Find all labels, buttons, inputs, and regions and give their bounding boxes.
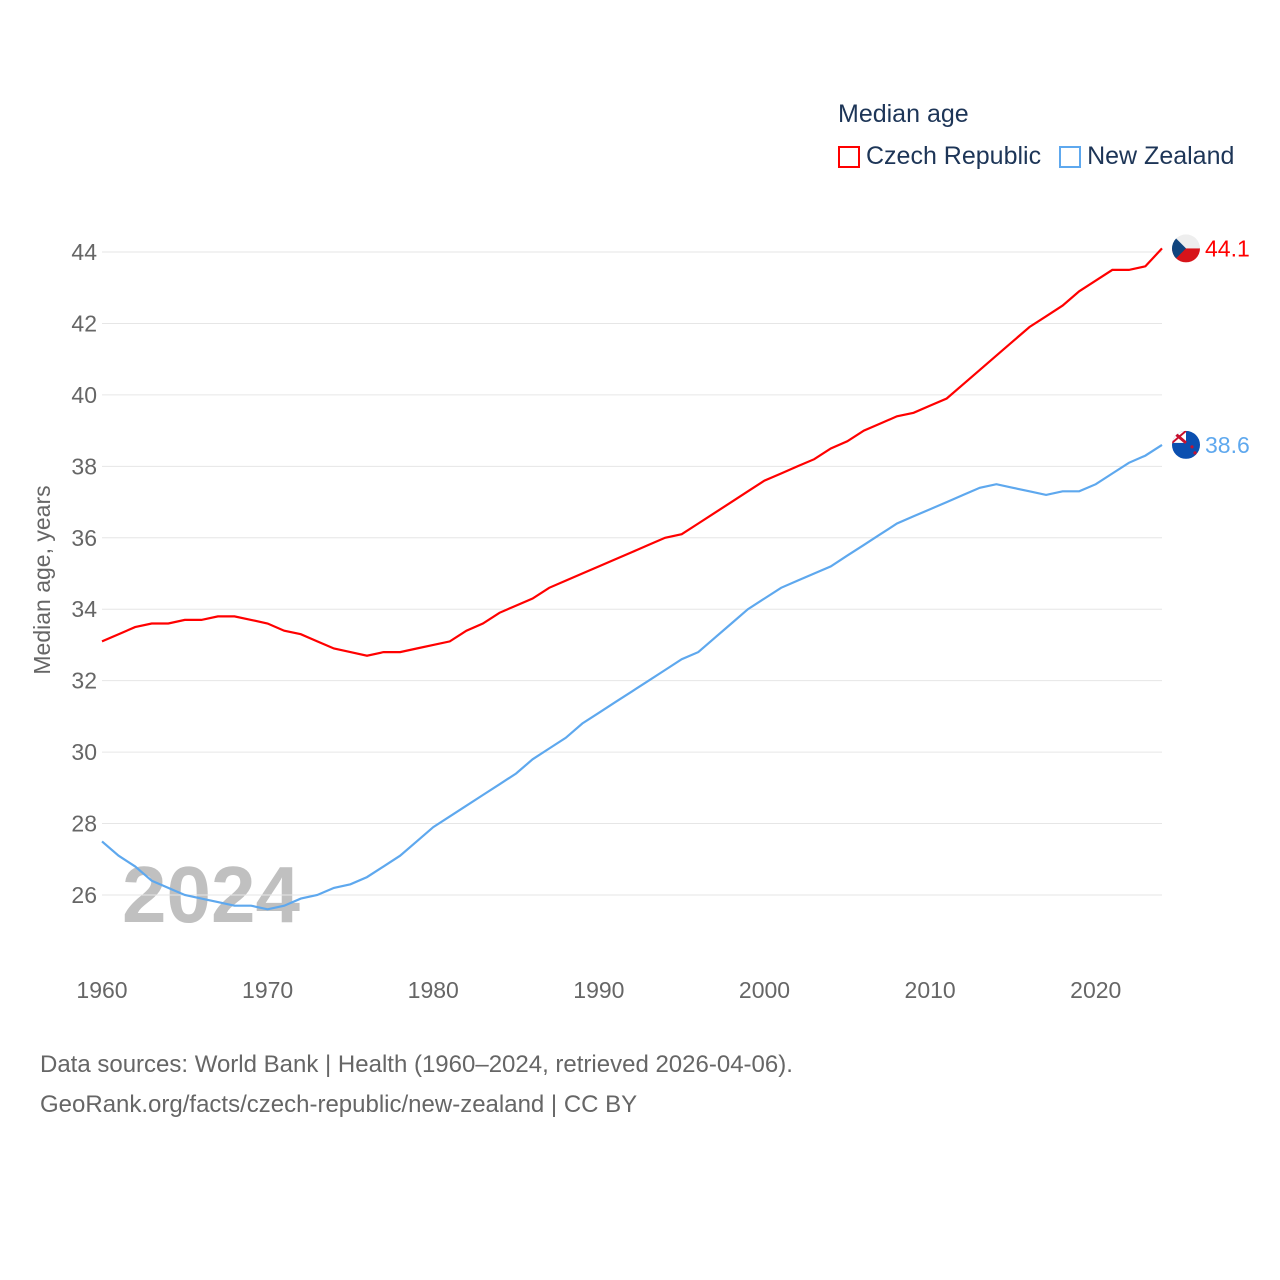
y-tick-label: 38 [71, 453, 97, 479]
x-tick-label: 1960 [76, 977, 127, 1003]
legend-swatch-czech-republic [838, 145, 860, 168]
x-tick-label: 1990 [573, 977, 624, 1003]
y-tick-label: 36 [71, 525, 97, 551]
y-tick-label: 30 [71, 739, 97, 765]
y-tick-label: 28 [71, 811, 97, 837]
end-value-label: 44.1 [1205, 235, 1250, 261]
x-tick-label: 2000 [739, 977, 790, 1003]
source-line: Data sources: World Bank | Health (1960–… [40, 1051, 793, 1078]
legend-swatch-new-zealand [1059, 145, 1082, 168]
y-tick-label: 42 [71, 310, 97, 336]
y-tick-label: 32 [71, 668, 97, 694]
y-axis-label: Median age, years [29, 485, 55, 674]
source-link[interactable]: GeoRank.org/facts/czech-republic/new-zea… [40, 1091, 638, 1118]
source-note: Data sources: World Bank | Health (1960–… [40, 1045, 793, 1125]
legend-label: New Zealand [1087, 142, 1235, 170]
czech-flag-icon [1172, 234, 1200, 263]
legend-item-new-zealand[interactable]: New Zealand [1059, 142, 1234, 171]
x-tick-label: 1970 [242, 977, 293, 1003]
series-line-czech-republic [101, 247, 1163, 657]
x-tick-label: 1980 [408, 977, 459, 1003]
legend-label: Czech Republic [866, 142, 1042, 170]
series-line-new-zealand [101, 443, 1163, 911]
x-tick-label: 2020 [1070, 977, 1121, 1003]
legend-title: Median age [838, 100, 969, 128]
y-tick-label: 44 [71, 239, 97, 265]
legend: Czech Republic New Zealand [838, 142, 1234, 171]
legend-item-czech-republic[interactable]: Czech Republic [838, 142, 1041, 171]
y-tick-label: 40 [71, 382, 97, 408]
y-tick-label: 26 [71, 882, 97, 908]
new-zealand-flag-icon [1172, 430, 1200, 459]
end-value-label: 38.6 [1205, 432, 1250, 458]
y-tick-label: 34 [71, 596, 97, 622]
x-tick-label: 2010 [905, 977, 956, 1003]
